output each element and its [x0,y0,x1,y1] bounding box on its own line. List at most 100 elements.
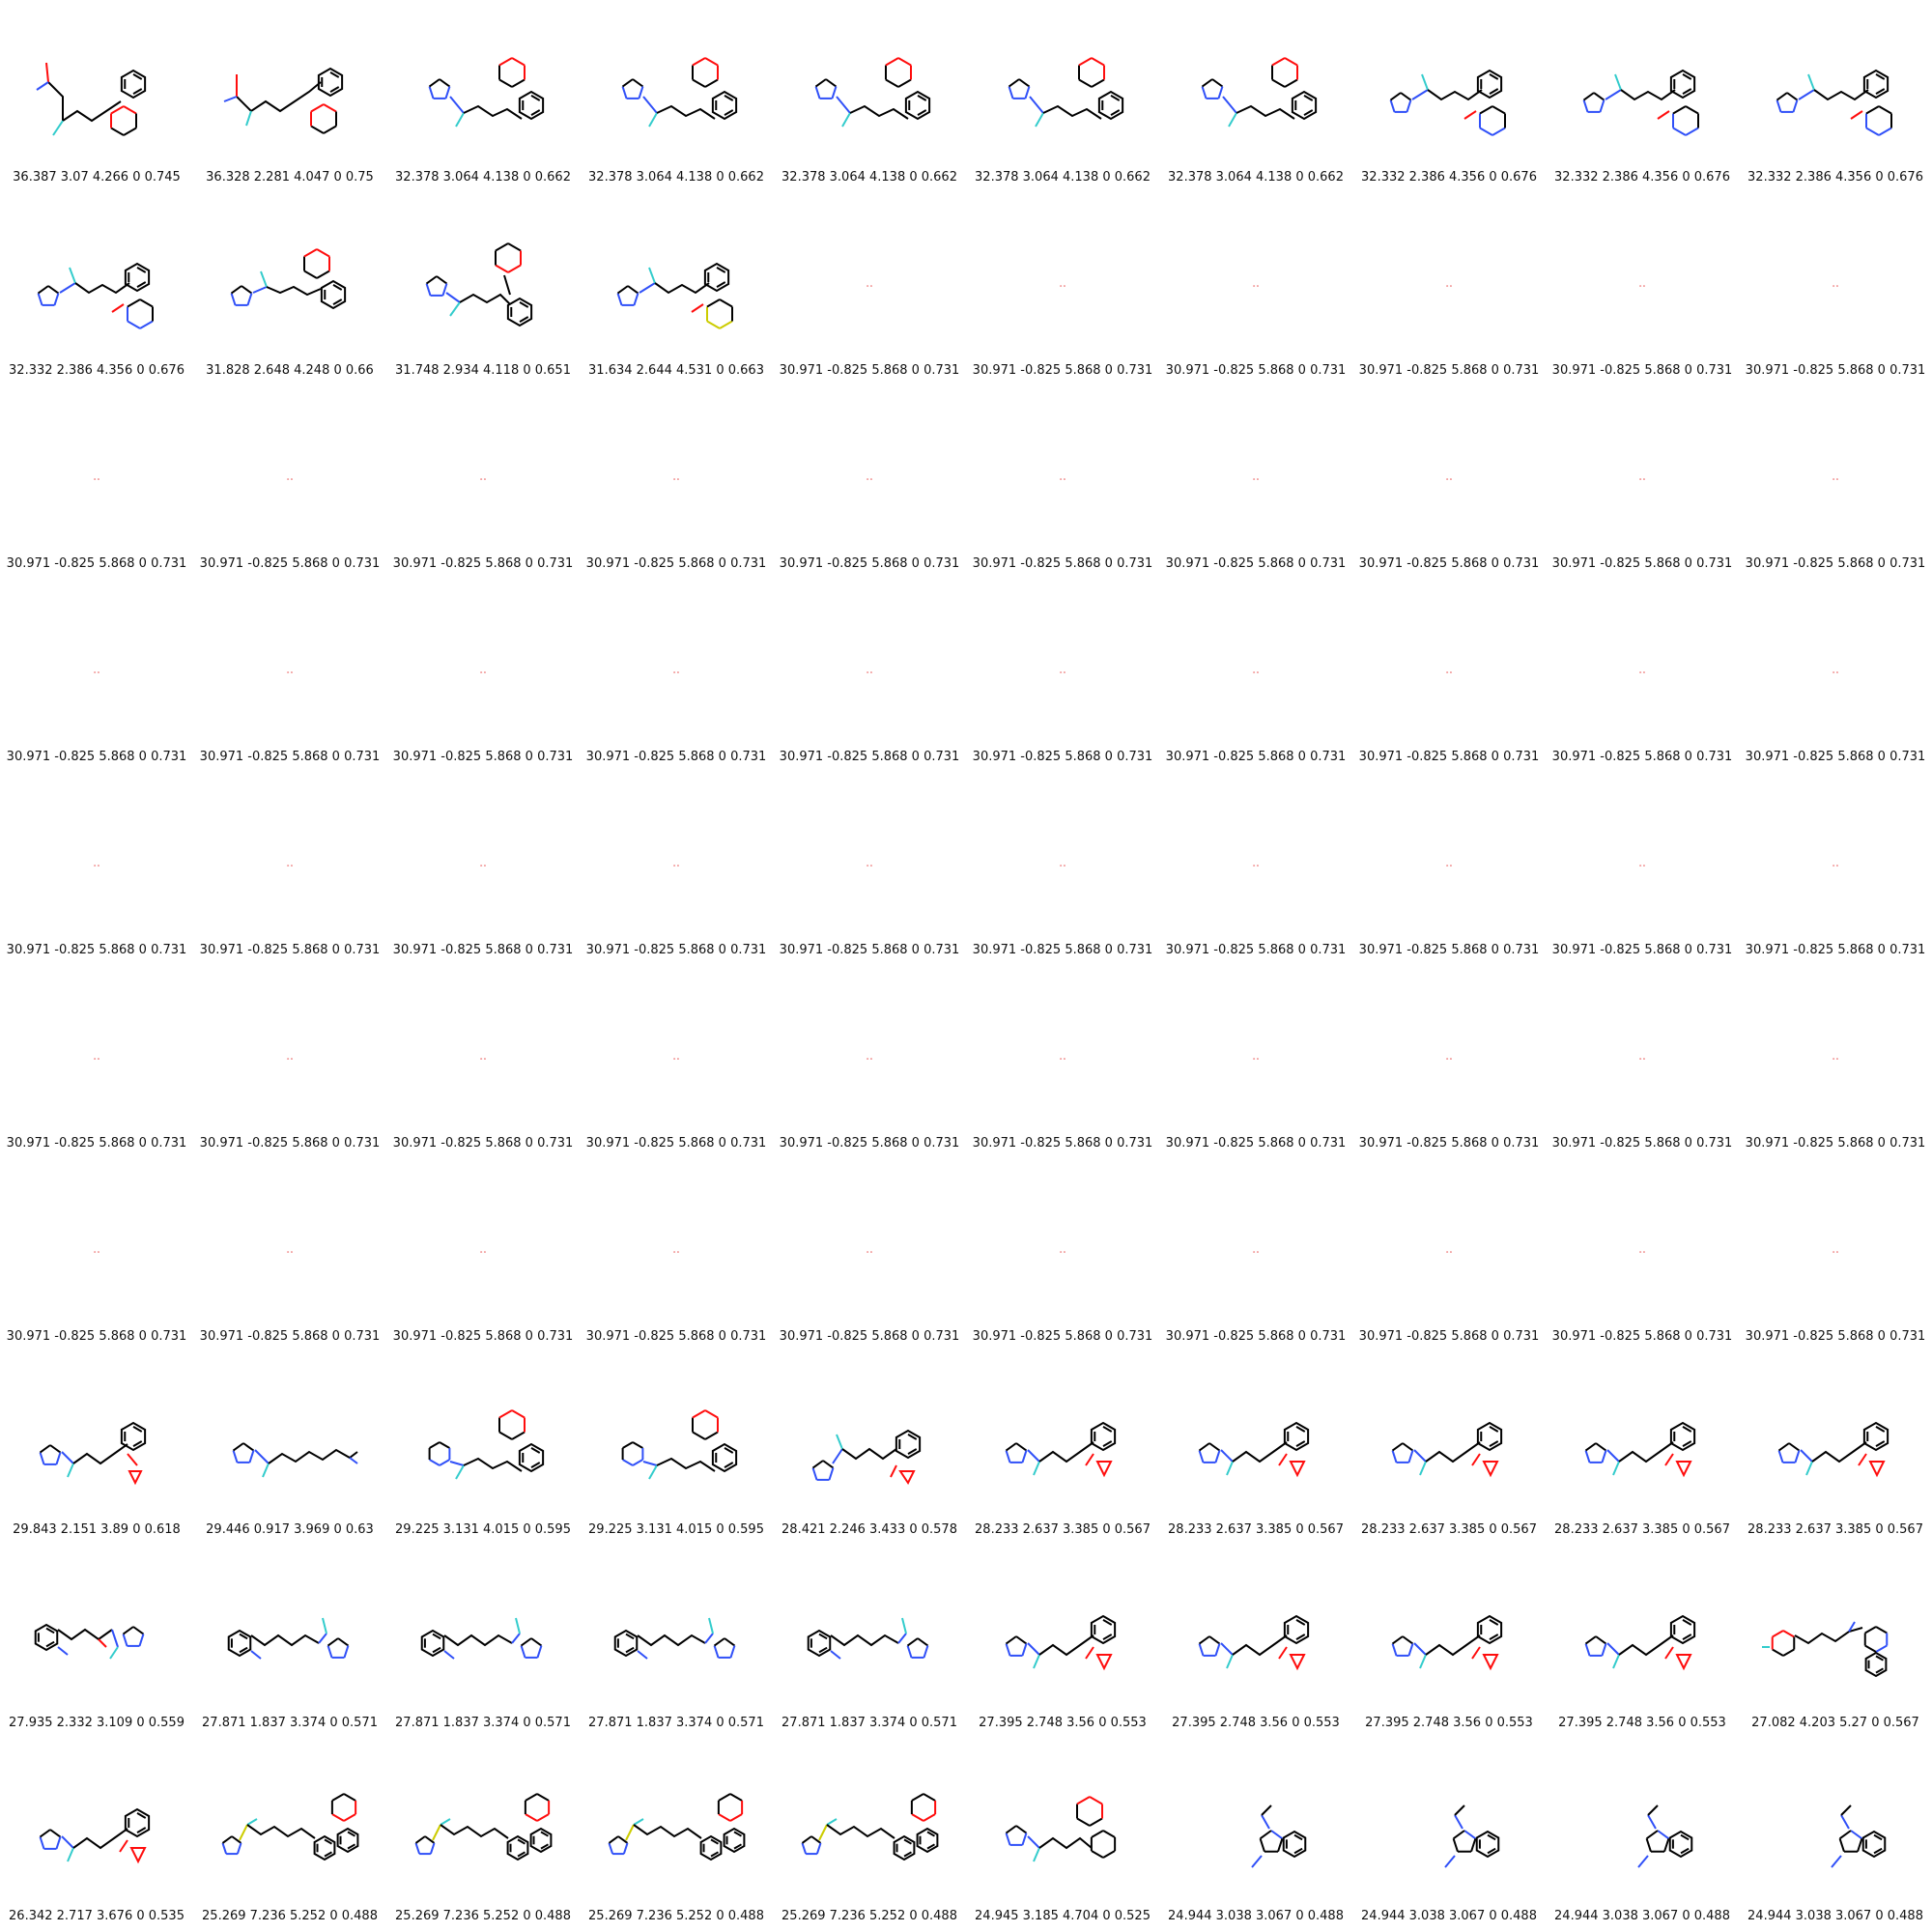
score-label: 32.332 2.386 4.356 0 0.676 [9,363,185,378]
molecule-cell: ∘∘ 30.971 -0.825 5.868 0 0.731 [1739,1159,1932,1352]
molecule-structure-icon [1251,1804,1307,1868]
empty-structure-icon: ∘∘ [1252,669,1260,676]
molecule-cell: 32.378 3.064 4.138 0 0.662 [773,0,966,193]
score-label: 30.971 -0.825 5.868 0 0.731 [972,1136,1153,1151]
score-label: 31.828 2.648 4.248 0 0.66 [206,363,374,378]
molecule-cell: 31.828 2.648 4.248 0 0.66 [193,193,386,386]
molecule-structure-icon [232,1442,358,1478]
molecule-cell: 29.225 3.131 4.015 0 0.595 [386,1352,580,1546]
score-label: 30.971 -0.825 5.868 0 0.731 [972,943,1153,957]
molecule-structure-icon [1198,1421,1310,1478]
molecule-structure-icon [608,1793,746,1861]
empty-structure-icon: ∘∘ [1445,283,1453,290]
molecule-cell: ∘∘ 30.971 -0.825 5.868 0 0.731 [0,966,193,1159]
molecule-cell: 27.395 2.748 3.56 0 0.553 [1159,1546,1352,1739]
empty-structure-icon: ∘∘ [479,476,487,483]
score-label: 27.871 1.837 3.374 0 0.571 [781,1716,957,1730]
empty-structure-icon: ∘∘ [286,669,294,676]
score-label: 30.971 -0.825 5.868 0 0.731 [1165,363,1347,378]
empty-structure-icon: ∘∘ [672,1249,680,1256]
score-label: 30.971 -0.825 5.868 0 0.731 [585,943,767,957]
empty-structure-icon: ∘∘ [479,1249,487,1256]
molecule-structure-icon [811,1429,922,1485]
molecule-structure-icon [1777,1421,1889,1478]
empty-structure-icon: ∘∘ [1445,476,1453,483]
molecule-structure-icon [1198,1614,1310,1671]
molecule-cell: 32.332 2.386 4.356 0 0.676 [0,193,193,386]
molecule-structure-icon [1584,1614,1696,1671]
empty-structure-icon: ∘∘ [286,863,294,869]
molecule-structure-icon [428,1409,545,1480]
empty-structure-icon: ∘∘ [1252,1056,1260,1063]
molecule-cell: ∘∘ 30.971 -0.825 5.868 0 0.731 [386,580,580,773]
score-label: 30.971 -0.825 5.868 0 0.731 [585,556,767,571]
empty-structure-icon: ∘∘ [1832,1056,1839,1063]
score-label: 32.332 2.386 4.356 0 0.676 [1747,170,1923,185]
molecule-cell: ∘∘ 30.971 -0.825 5.868 0 0.731 [1546,386,1739,580]
molecule-cell: 27.082 4.203 5.27 0 0.567 [1739,1546,1932,1739]
score-label: 30.971 -0.825 5.868 0 0.731 [1551,363,1733,378]
molecule-structure-icon [1391,1421,1503,1478]
molecule-cell: ∘∘ 30.971 -0.825 5.868 0 0.731 [1546,966,1739,1159]
empty-structure-icon: ∘∘ [866,1056,873,1063]
molecule-cell: ∘∘ 30.971 -0.825 5.868 0 0.731 [773,580,966,773]
molecule-cell: 29.446 0.917 3.969 0 0.63 [193,1352,386,1546]
molecule-structure-icon [428,57,545,128]
score-label: 27.395 2.748 3.56 0 0.553 [1558,1716,1726,1730]
molecule-cell: 27.395 2.748 3.56 0 0.553 [1352,1546,1546,1739]
molecule-cell: ∘∘ 30.971 -0.825 5.868 0 0.731 [386,1159,580,1352]
empty-structure-icon: ∘∘ [866,669,873,676]
molecule-cell: 32.378 3.064 4.138 0 0.662 [1159,0,1352,193]
score-label: 30.971 -0.825 5.868 0 0.731 [1165,1136,1347,1151]
molecule-cell: ∘∘ 30.971 -0.825 5.868 0 0.731 [966,966,1159,1159]
molecule-cell: ∘∘ 30.971 -0.825 5.868 0 0.731 [0,1159,193,1352]
empty-structure-icon: ∘∘ [1059,863,1066,869]
empty-structure-icon: ∘∘ [1445,669,1453,676]
empty-structure-icon: ∘∘ [1059,669,1066,676]
score-label: 30.971 -0.825 5.868 0 0.731 [1165,943,1347,957]
molecule-cell: ∘∘ 30.971 -0.825 5.868 0 0.731 [1352,966,1546,1159]
molecule-cell: ∘∘ 30.971 -0.825 5.868 0 0.731 [966,386,1159,580]
molecule-cell: ∘∘ 30.971 -0.825 5.868 0 0.731 [1352,386,1546,580]
score-label: 27.082 4.203 5.27 0 0.567 [1751,1716,1919,1730]
empty-structure-icon: ∘∘ [1832,669,1839,676]
empty-structure-icon: ∘∘ [672,476,680,483]
molecule-structure-icon [223,67,344,134]
molecule-cell: 25.269 7.236 5.252 0 0.488 [386,1739,580,1932]
empty-structure-icon: ∘∘ [1445,863,1453,869]
empty-structure-icon: ∘∘ [866,476,873,483]
score-label: 30.971 -0.825 5.868 0 0.731 [6,943,187,957]
molecule-cell: ∘∘ 30.971 -0.825 5.868 0 0.731 [966,1159,1159,1352]
molecule-structure-icon [227,1617,350,1660]
molecule-structure-icon [36,62,147,136]
score-label: 30.971 -0.825 5.868 0 0.731 [1551,1136,1733,1151]
score-label: 32.378 3.064 4.138 0 0.662 [781,170,957,185]
empty-structure-icon: ∘∘ [866,283,873,290]
score-label: 30.971 -0.825 5.868 0 0.731 [6,1136,187,1151]
molecule-cell: 26.342 2.717 3.676 0 0.535 [0,1739,193,1932]
molecule-cell: ∘∘ 30.971 -0.825 5.868 0 0.731 [1159,193,1352,386]
score-label: 32.332 2.386 4.356 0 0.676 [1554,170,1730,185]
molecule-cell: ∘∘ 30.971 -0.825 5.868 0 0.731 [1352,773,1546,966]
molecule-cell: 24.944 3.038 3.067 0 0.488 [1159,1739,1352,1932]
score-label: 28.233 2.637 3.385 0 0.567 [1168,1522,1344,1537]
molecule-cell: ∘∘ 30.971 -0.825 5.868 0 0.731 [1739,966,1932,1159]
score-label: 36.387 3.07 4.266 0 0.745 [13,170,181,185]
score-label: 27.871 1.837 3.374 0 0.571 [202,1716,378,1730]
score-label: 25.269 7.236 5.252 0 0.488 [781,1909,957,1923]
molecule-structure-icon [807,1617,929,1660]
molecule-structure-icon [1582,69,1699,136]
score-label: 25.269 7.236 5.252 0 0.488 [588,1909,764,1923]
molecule-cell: ∘∘ 30.971 -0.825 5.868 0 0.731 [193,386,386,580]
molecule-cell: ∘∘ 30.971 -0.825 5.868 0 0.731 [193,773,386,966]
molecule-cell: ∘∘ 30.971 -0.825 5.868 0 0.731 [1352,580,1546,773]
score-label: 25.269 7.236 5.252 0 0.488 [202,1909,378,1923]
score-label: 30.971 -0.825 5.868 0 0.731 [585,1329,767,1344]
score-label: 24.944 3.038 3.067 0 0.488 [1168,1909,1344,1923]
molecule-cell: ∘∘ 30.971 -0.825 5.868 0 0.731 [0,386,193,580]
score-label: 32.332 2.386 4.356 0 0.676 [1361,170,1537,185]
molecule-cell: 32.378 3.064 4.138 0 0.662 [966,0,1159,193]
score-label: 30.971 -0.825 5.868 0 0.731 [1551,1329,1733,1344]
score-label: 30.971 -0.825 5.868 0 0.731 [1745,1329,1926,1344]
molecule-cell: 28.233 2.637 3.385 0 0.567 [1739,1352,1932,1546]
